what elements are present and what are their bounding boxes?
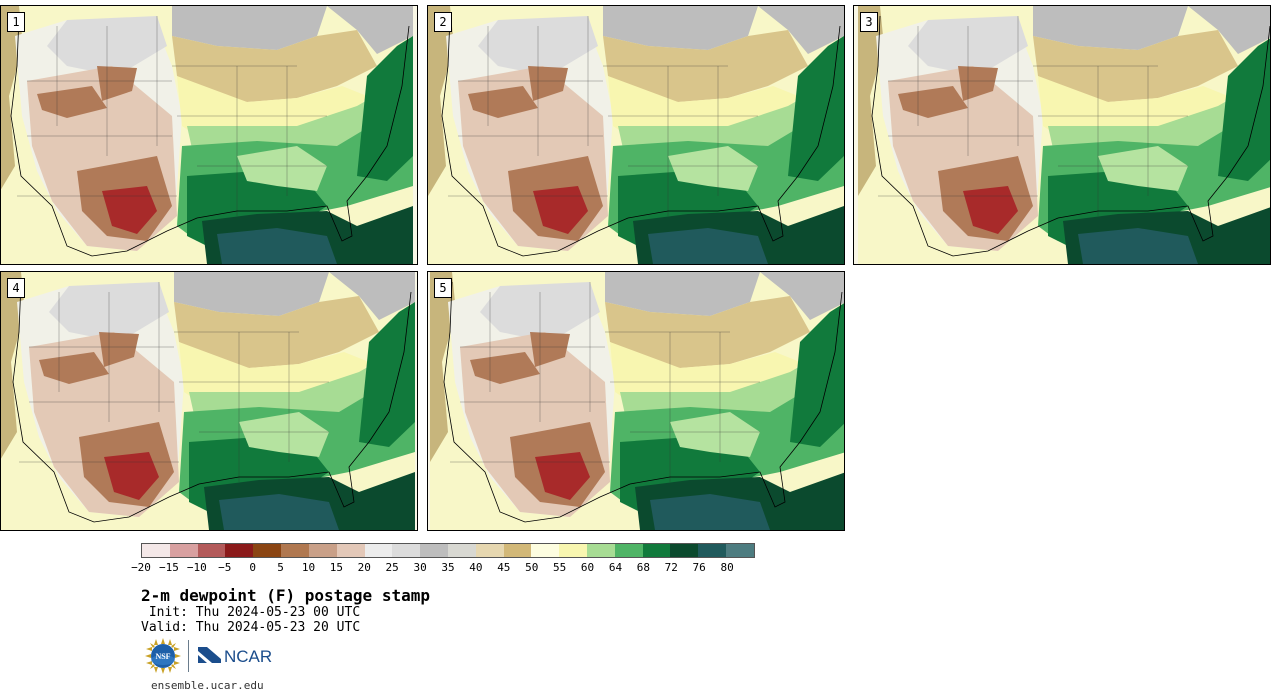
colorbar-tick-label: 35 [441,561,455,574]
colorbar-swatch [169,544,198,557]
init-time: Init: Thu 2024-05-23 00 UTC [141,605,361,620]
colorbar-swatch [336,544,365,557]
colorbar-swatch [670,544,699,557]
panel-number-label: 5 [434,278,452,298]
nsf-logo: NSF [145,638,181,674]
colorbar-swatch [503,544,532,557]
colorbar-tick-label: 15 [329,561,343,574]
colorbar-tick-label: 68 [636,561,650,574]
figure-title: 2-m dewpoint (F) postage stamp [141,586,430,605]
map-panel-5: 5 [427,271,845,531]
colorbar-swatch [614,544,643,557]
dewpoint-map-2 [428,6,844,264]
dewpoint-map-1 [1,6,413,264]
colorbar-swatch [531,544,560,557]
colorbar-tick-label: −20 [131,561,151,574]
colorbar-swatch [559,544,587,557]
colorbar [141,543,755,558]
colorbar-tick-label: 64 [608,561,623,574]
panel-number-label: 4 [7,278,25,298]
dewpoint-map-5 [430,272,844,530]
colorbar-swatch [308,544,337,557]
colorbar-swatch [392,544,421,557]
dewpoint-map-3 [858,6,1270,264]
colorbar-swatch [587,544,615,557]
map-panel-4: 4 [0,271,418,531]
colorbar-swatch [281,544,309,557]
colorbar-tick-label: 25 [385,561,399,574]
colorbar-swatch [642,544,671,557]
map-panel-3: 3 [853,5,1271,265]
colorbar-tick-label: 30 [413,561,427,574]
panel-number-label: 3 [860,12,878,32]
colorbar-tick-label: 20 [357,561,371,574]
colorbar-swatch [698,544,727,557]
colorbar-swatch [142,544,170,557]
colorbar-tick-label: −5 [218,561,232,574]
colorbar-tick-label: 60 [580,561,595,574]
colorbar-tick-label: 76 [692,561,706,574]
colorbar-swatch [447,544,476,557]
map-panel-1: 1 [0,5,418,265]
colorbar-swatch [726,544,754,557]
colorbar-swatch [475,544,504,557]
colorbar-tick-label: 45 [497,561,511,574]
panel-number-label: 2 [434,12,452,32]
colorbar-swatch [225,544,254,557]
colorbar-tick-label: 80 [720,561,734,574]
colorbar-tick-label: −15 [158,561,179,574]
nsf-logo-text: NSF [155,652,170,661]
panel-number-label: 1 [7,12,25,32]
footer-url: ensemble.ucar.edu [151,679,264,692]
colorbar-swatch [197,544,226,557]
dewpoint-map-4 [1,272,415,530]
valid-time: Valid: Thu 2024-05-23 20 UTC [141,620,361,635]
colorbar-tick-label: 50 [525,561,539,574]
map-panel-2: 2 [427,5,845,265]
colorbar-tick-label: 72 [664,561,678,574]
colorbar-swatch [420,544,448,557]
colorbar-tick-label: 40 [469,561,483,574]
colorbar-swatch [364,544,393,557]
colorbar-tick-label: −10 [186,561,207,574]
colorbar-swatch [253,544,282,557]
colorbar-tick-label: 5 [277,561,284,574]
colorbar-tick-labels: −20 −15 −10 −5 0 5 10 15 20 25 30 35 40 45 50 55 60 64 68 7… [131,561,755,577]
ncar-logo: NCAR [198,647,272,666]
colorbar-tick-label: 55 [553,561,567,574]
logo-divider [188,640,189,672]
colorbar-tick-label: 0 [249,561,256,574]
ncar-logo-text: NCAR [224,647,272,666]
colorbar-tick-label: 10 [301,561,316,574]
